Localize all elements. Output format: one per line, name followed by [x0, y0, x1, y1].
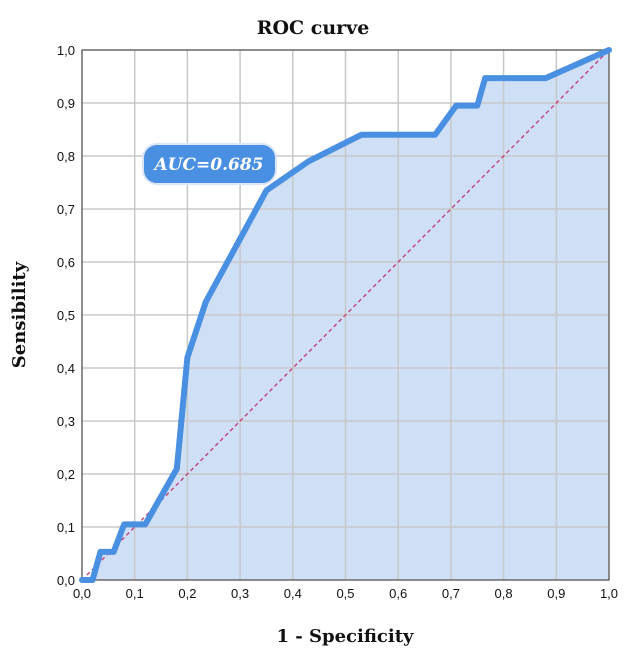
auc-label-box	[142, 143, 277, 185]
x-tick-label: 0,7	[442, 586, 460, 601]
x-axis-title: 1 - Specificity	[276, 626, 414, 647]
x-tick-label: 1,0	[600, 586, 618, 601]
series-layer	[79, 47, 612, 583]
reference-diagonal-line	[81, 49, 610, 581]
grid-layer	[81, 49, 610, 581]
auc-label-text: AUC=0.685	[152, 155, 263, 175]
auc-label: AUC=0.685	[142, 143, 277, 185]
x-tick-label: 0,4	[284, 586, 302, 601]
y-tick-label: 0,6	[57, 255, 75, 270]
y-tick-label: 0,1	[57, 520, 75, 535]
x-tick-label: 0,9	[547, 586, 565, 601]
y-tick-label: 0,2	[57, 467, 75, 482]
y-tick-label: 0,3	[57, 414, 75, 429]
plot-frame	[81, 49, 610, 581]
x-tick-label: 0,8	[495, 586, 513, 601]
chart-title: ROC curve	[257, 17, 370, 39]
x-tick-label: 0,5	[336, 586, 354, 601]
tick-label-layer: 0,0 0,1 0,2 0,3 0,4 0,5 0,6 0,7 0,8 0,9 1,0 0,0 0,1 0…	[57, 43, 618, 601]
x-tick-label: 0,1	[126, 586, 144, 601]
y-axis-title: Sensibility	[9, 261, 30, 368]
y-tick-label: 0,8	[57, 149, 75, 164]
x-tick-label: 0,6	[389, 586, 407, 601]
y-tick-label: 0,7	[57, 202, 75, 217]
roc-curve-line	[79, 47, 612, 583]
y-tick-label: 0,0	[57, 573, 75, 588]
x-tick-label: 0,2	[178, 586, 196, 601]
x-tick-label: 0,0	[73, 586, 91, 601]
y-tick-label: 1,0	[57, 43, 75, 58]
y-tick-label: 0,9	[57, 96, 75, 111]
y-tick-label: 0,5	[57, 308, 75, 323]
y-tick-label: 0,4	[57, 361, 75, 376]
x-tick-label: 0,3	[231, 586, 249, 601]
